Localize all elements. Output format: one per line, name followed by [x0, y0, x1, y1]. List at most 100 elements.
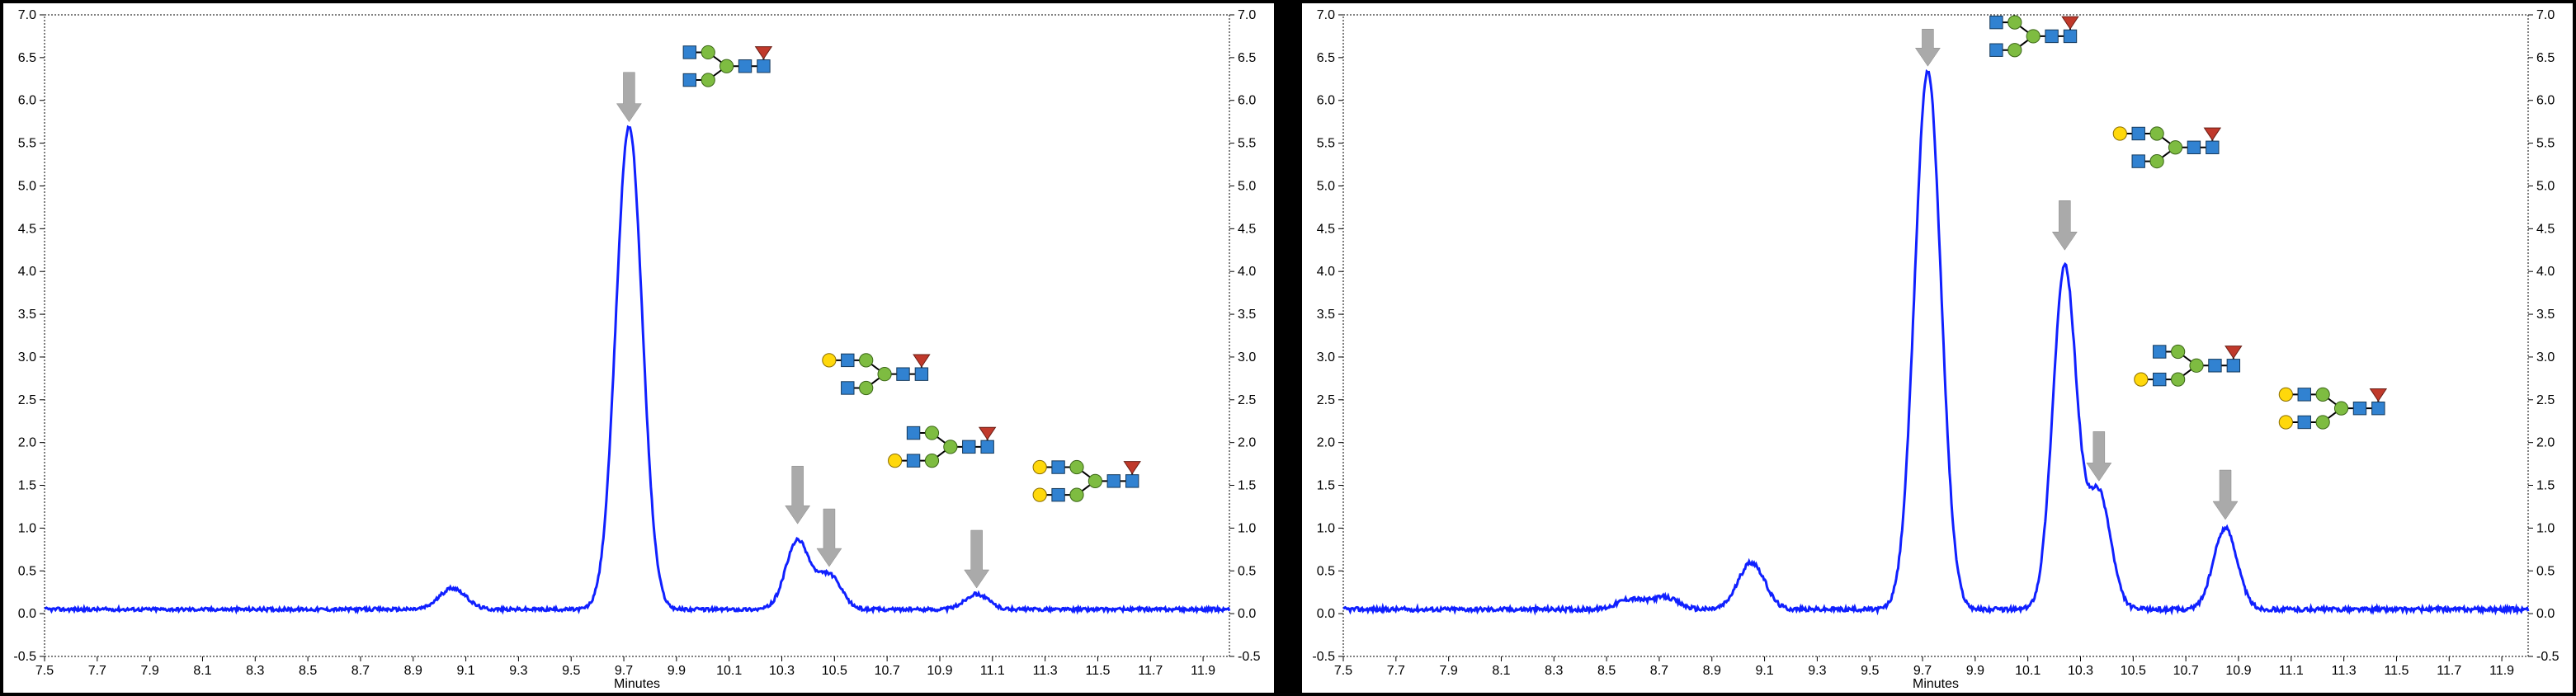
annotation-arrow-icon — [965, 530, 989, 588]
y-tick-label-right: 6.5 — [1238, 51, 1256, 65]
y-tick-label-left: -0.5 — [13, 650, 36, 664]
glcnac-square-icon — [683, 46, 696, 59]
y-tick-label-right: 2.5 — [2536, 393, 2555, 407]
y-tick-label-right: 4.5 — [1238, 222, 1256, 236]
y-tick-label-right: 2.5 — [1238, 393, 1256, 407]
x-tick-label: 7.9 — [141, 664, 159, 678]
x-tick-label: 9.3 — [509, 664, 527, 678]
glcnac-square-icon — [1990, 44, 2003, 56]
mannose-circle-icon — [2316, 388, 2329, 401]
x-tick-label: 8.5 — [299, 664, 317, 678]
y-tick-label-right: 6.0 — [1238, 94, 1256, 108]
glcnac-square-icon — [2132, 155, 2144, 167]
x-tick-label: 10.9 — [2225, 664, 2251, 678]
glcnac-square-icon — [907, 454, 919, 467]
annotation-arrow-icon — [616, 73, 641, 122]
y-tick-label-left: 5.5 — [1317, 137, 1335, 151]
y-tick-label-left: 6.0 — [18, 94, 36, 108]
chromatogram-svg: 7.57.77.98.18.38.58.78.99.19.39.59.79.91… — [1302, 3, 2569, 693]
peak-annotation — [2213, 388, 2386, 520]
y-tick-label-right: 7.0 — [2536, 8, 2555, 22]
y-tick-label-right: 1.0 — [2536, 521, 2555, 535]
glycan-cartoon-G1F_lower — [2135, 345, 2242, 386]
y-tick-label-left: 6.0 — [1317, 94, 1335, 108]
glcnac-square-icon — [1052, 461, 1064, 473]
glycan-cartoon-G2F — [2279, 388, 2386, 429]
galactose-circle-icon — [2279, 416, 2292, 429]
chromatogram-panel-right: 7.57.77.98.18.38.58.78.99.19.39.59.79.91… — [1302, 3, 2573, 693]
glcnac-square-icon — [2154, 346, 2166, 358]
y-tick-label-left: 4.0 — [1317, 265, 1335, 279]
annotation-arrow-icon — [2087, 431, 2111, 481]
x-tick-label: 11.1 — [980, 664, 1005, 678]
glcnac-square-icon — [1125, 475, 1138, 487]
x-tick-label: 10.7 — [875, 664, 900, 678]
glycan-cartoon-G1F_lower — [889, 426, 996, 468]
y-tick-label-left: 1.0 — [1317, 521, 1335, 535]
y-tick-label-left: 0.0 — [1317, 607, 1335, 621]
y-tick-label-left: 3.5 — [1317, 308, 1335, 322]
y-tick-label-left: 3.0 — [1317, 350, 1335, 364]
y-tick-label-right: 0.5 — [1238, 564, 1256, 578]
y-tick-label-right: 6.0 — [2536, 94, 2555, 108]
x-tick-label: 11.3 — [1033, 664, 1058, 678]
mannose-circle-icon — [2172, 345, 2185, 358]
y-tick-label-left: 4.5 — [1317, 222, 1335, 236]
annotation-arrow-icon — [1915, 29, 1940, 66]
x-tick-label: 7.9 — [1440, 664, 1458, 678]
y-tick-label-left: 0.5 — [1317, 564, 1335, 578]
mannose-circle-icon — [2334, 402, 2347, 415]
y-tick-label-left: 4.0 — [18, 265, 36, 279]
glcnac-square-icon — [842, 354, 854, 366]
y-tick-label-left: 6.5 — [18, 51, 36, 65]
x-tick-label: 10.5 — [822, 664, 847, 678]
x-tick-label: 8.7 — [351, 664, 370, 678]
mannose-circle-icon — [944, 440, 957, 454]
mannose-circle-icon — [2150, 127, 2163, 140]
glcnac-square-icon — [2372, 402, 2385, 414]
x-tick-label: 9.5 — [1861, 664, 1879, 678]
mannose-circle-icon — [720, 59, 734, 73]
y-tick-label-right: 5.0 — [2536, 179, 2555, 193]
glcnac-square-icon — [1990, 16, 2003, 28]
glcnac-square-icon — [2045, 30, 2058, 42]
y-tick-label-right: 7.0 — [1238, 8, 1256, 22]
x-tick-label: 8.5 — [1597, 664, 1616, 678]
mannose-circle-icon — [2168, 141, 2182, 154]
mannose-circle-icon — [860, 354, 873, 367]
y-tick-label-left: 3.0 — [18, 350, 36, 364]
y-tick-label-right: 3.0 — [2536, 350, 2555, 364]
x-tick-label: 10.1 — [2015, 664, 2041, 678]
y-tick-label-left: 7.0 — [18, 8, 36, 22]
mannose-circle-icon — [2190, 359, 2203, 372]
x-tick-label: 8.7 — [1650, 664, 1668, 678]
y-tick-label-right: 2.0 — [2536, 436, 2555, 450]
mannose-circle-icon — [1088, 474, 1102, 487]
mannose-circle-icon — [925, 454, 938, 468]
y-tick-label-right: 4.5 — [2536, 222, 2555, 236]
x-tick-label: 10.3 — [2068, 664, 2093, 678]
x-tick-label: 11.5 — [1085, 664, 1110, 678]
fucose-triangle-icon — [2205, 128, 2221, 140]
fucose-triangle-icon — [1124, 462, 1140, 474]
glcnac-square-icon — [2298, 388, 2310, 401]
mannose-circle-icon — [2172, 373, 2185, 386]
y-tick-label-left: 2.5 — [1317, 393, 1335, 407]
x-tick-label: 9.3 — [1808, 664, 1826, 678]
y-tick-label-right: 6.5 — [2536, 51, 2555, 65]
glcnac-square-icon — [2298, 416, 2310, 428]
galactose-circle-icon — [1033, 460, 1046, 473]
x-tick-label: 11.5 — [2384, 664, 2409, 678]
fucose-triangle-icon — [2225, 346, 2242, 359]
mannose-circle-icon — [1070, 460, 1083, 473]
peak-annotation — [1915, 16, 2078, 66]
annotation-arrow-icon — [2052, 200, 2077, 250]
y-tick-label-right: 3.5 — [1238, 308, 1256, 322]
glcnac-square-icon — [981, 440, 993, 453]
x-tick-label: 10.3 — [769, 664, 795, 678]
galactose-circle-icon — [2113, 127, 2126, 140]
fucose-triangle-icon — [2062, 16, 2078, 29]
glcnac-square-icon — [915, 368, 927, 380]
y-tick-label-right: 1.5 — [1238, 479, 1256, 493]
x-tick-label: 9.5 — [562, 664, 580, 678]
